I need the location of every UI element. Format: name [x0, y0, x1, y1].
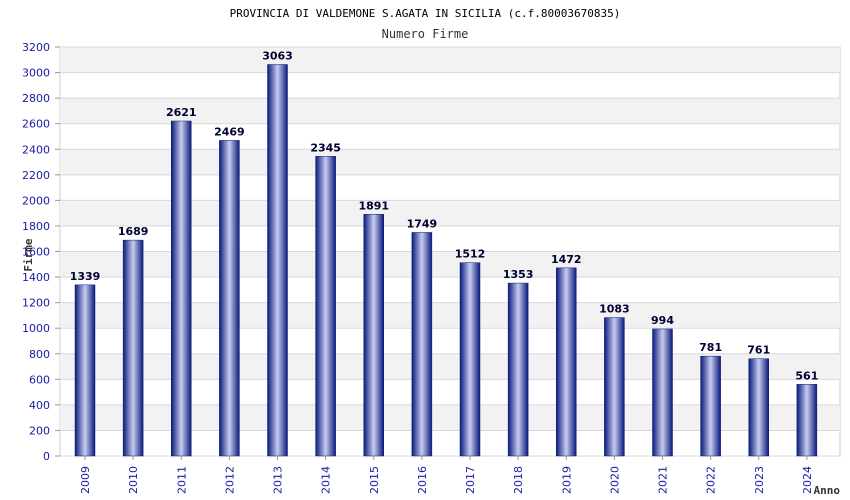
x-axis-ticks: 2009 2010 2011 2012 2013 2014 2015 2016 2017 2018…	[79, 456, 814, 494]
bar	[652, 328, 673, 457]
bar-value-label: 781	[699, 341, 722, 354]
bar	[171, 120, 192, 457]
bar-value-label: 1749	[407, 217, 438, 230]
y-tick-label: 400	[29, 399, 50, 412]
bar-value-label: 1512	[455, 248, 486, 261]
y-tick-label: 200	[29, 424, 50, 437]
y-tick-label: 2000	[22, 194, 50, 207]
x-tick-label: 2022	[705, 466, 718, 494]
value-labels: 1339 1689 2621 2469 3063 2345 1891 1749 1512 1353…	[70, 50, 819, 383]
y-tick-label: 1600	[22, 246, 50, 259]
x-tick-label: 2013	[272, 466, 285, 494]
bar	[556, 267, 577, 457]
bar-value-label: 1339	[70, 270, 101, 283]
bar	[219, 140, 240, 457]
x-tick-label: 2023	[753, 466, 766, 494]
x-tick-label: 2018	[512, 466, 525, 494]
x-tick-label: 2019	[560, 466, 573, 494]
bar	[459, 262, 481, 457]
bar-value-label: 1353	[503, 268, 534, 281]
x-tick-label: 2017	[464, 466, 477, 494]
y-tick-label: 1800	[22, 220, 50, 233]
chart-title: PROVINCIA DI VALDEMONE S.AGATA IN SICILI…	[230, 7, 621, 20]
x-tick-label: 2024	[801, 466, 814, 494]
bar-value-label: 1472	[551, 253, 582, 266]
bar-value-label: 2469	[214, 125, 245, 138]
x-tick-label: 2009	[79, 466, 92, 494]
bar	[748, 358, 769, 457]
bar-value-label: 761	[747, 344, 770, 357]
x-tick-label: 2016	[416, 466, 429, 494]
bar-value-label: 1689	[118, 225, 149, 238]
bar-value-label: 1083	[599, 303, 630, 316]
bar	[700, 355, 721, 457]
y-tick-label: 1400	[22, 271, 50, 284]
bar-value-label: 994	[651, 314, 674, 327]
x-tick-label: 2012	[223, 466, 236, 494]
y-tick-label: 2800	[22, 92, 50, 105]
bar-value-label: 2621	[166, 106, 197, 119]
y-tick-label: 1000	[22, 322, 50, 335]
bar	[122, 239, 144, 457]
chart-subtitle: Numero Firme	[382, 27, 469, 41]
y-tick-label: 1200	[22, 297, 50, 310]
x-tick-label: 2011	[175, 466, 188, 494]
y-axis-label: Firme	[22, 238, 35, 271]
grid-band	[60, 98, 840, 124]
bar	[411, 232, 433, 457]
x-tick-label: 2010	[127, 466, 140, 494]
y-tick-label: 600	[29, 373, 50, 386]
y-tick-label: 0	[43, 450, 50, 463]
y-tick-label: 800	[29, 348, 50, 361]
bar-value-label: 561	[795, 369, 818, 382]
bar	[507, 282, 529, 457]
x-tick-label: 2020	[608, 466, 621, 494]
y-axis-ticks: 0 200 400 600 800 1000 1200 1400 1600 1800 2000 220…	[22, 41, 60, 463]
bar	[74, 284, 96, 457]
bar-value-label: 3063	[262, 50, 293, 63]
bar	[363, 214, 384, 457]
bar	[796, 384, 818, 457]
y-tick-label: 2600	[22, 118, 50, 131]
x-tick-label: 2014	[320, 466, 333, 494]
bar	[604, 317, 625, 457]
y-tick-label: 2200	[22, 169, 50, 182]
y-tick-label: 2400	[22, 143, 50, 156]
y-tick-label: 3200	[22, 41, 50, 54]
bar	[315, 156, 336, 457]
bar	[267, 64, 288, 457]
bar-value-label: 1891	[358, 199, 389, 212]
bars	[74, 64, 818, 457]
x-axis-label: Anno	[814, 484, 841, 497]
grid-band	[60, 47, 840, 73]
x-tick-label: 2015	[368, 466, 381, 494]
y-tick-label: 3000	[22, 67, 50, 80]
bar-value-label: 2345	[310, 141, 341, 154]
x-tick-label: 2021	[657, 466, 670, 494]
